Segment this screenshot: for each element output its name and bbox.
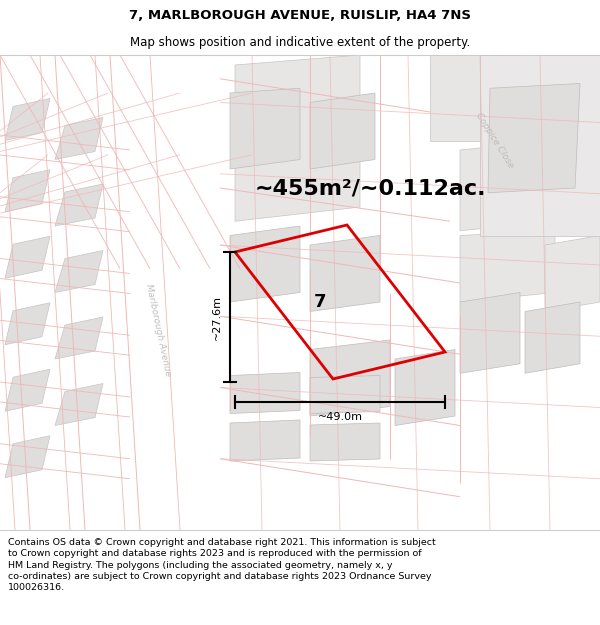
- Polygon shape: [230, 88, 300, 169]
- Polygon shape: [460, 292, 520, 373]
- Polygon shape: [235, 55, 360, 221]
- Polygon shape: [55, 118, 103, 159]
- Polygon shape: [310, 376, 380, 414]
- Text: 7: 7: [314, 293, 326, 311]
- Polygon shape: [460, 141, 555, 231]
- Text: Marlborough Avenue: Marlborough Avenue: [144, 284, 172, 378]
- Polygon shape: [5, 236, 50, 278]
- Polygon shape: [5, 436, 50, 478]
- Polygon shape: [55, 317, 103, 359]
- Polygon shape: [5, 369, 50, 411]
- Polygon shape: [488, 84, 580, 192]
- Text: ~49.0m: ~49.0m: [317, 412, 362, 422]
- Polygon shape: [55, 251, 103, 292]
- Polygon shape: [480, 55, 600, 236]
- Polygon shape: [310, 423, 380, 461]
- Text: Contains OS data © Crown copyright and database right 2021. This information is : Contains OS data © Crown copyright and d…: [8, 538, 436, 592]
- Polygon shape: [540, 55, 600, 126]
- Polygon shape: [310, 236, 380, 311]
- Text: Coppice Close: Coppice Close: [475, 111, 515, 170]
- Polygon shape: [230, 226, 300, 302]
- Polygon shape: [55, 184, 103, 226]
- Polygon shape: [545, 236, 600, 311]
- Polygon shape: [545, 150, 600, 231]
- Polygon shape: [310, 340, 390, 416]
- Polygon shape: [5, 170, 50, 212]
- Polygon shape: [310, 93, 375, 169]
- Text: 7, MARLBOROUGH AVENUE, RUISLIP, HA4 7NS: 7, MARLBOROUGH AVENUE, RUISLIP, HA4 7NS: [129, 9, 471, 22]
- Polygon shape: [460, 231, 555, 302]
- Polygon shape: [5, 302, 50, 345]
- Polygon shape: [430, 55, 520, 141]
- Polygon shape: [230, 372, 300, 414]
- Polygon shape: [5, 99, 50, 141]
- Polygon shape: [55, 384, 103, 426]
- Polygon shape: [525, 302, 580, 373]
- Text: ~27.6m: ~27.6m: [212, 294, 222, 339]
- Polygon shape: [395, 349, 455, 426]
- Text: ~455m²/~0.112ac.: ~455m²/~0.112ac.: [254, 178, 486, 198]
- Polygon shape: [230, 420, 300, 461]
- Text: Map shows position and indicative extent of the property.: Map shows position and indicative extent…: [130, 36, 470, 49]
